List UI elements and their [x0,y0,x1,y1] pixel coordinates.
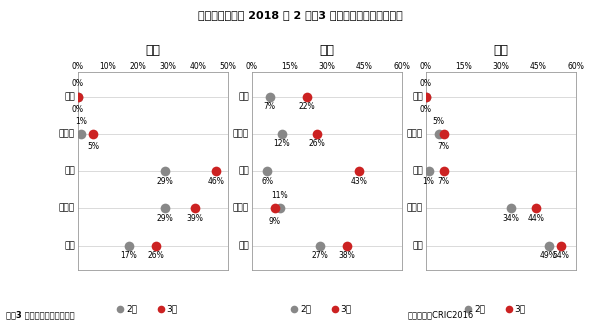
Text: 17%: 17% [121,251,137,260]
Text: 43%: 43% [351,177,368,186]
Text: 54%: 54% [553,251,569,260]
Text: 图：京、沪、深 2018 年 2 月、3 月商品住宅成交价格比重: 图：京、沪、深 2018 年 2 月、3 月商品住宅成交价格比重 [197,10,403,20]
Text: 注：3 月数据为初步统计数据: 注：3 月数据为初步统计数据 [6,310,74,319]
Text: 46%: 46% [208,177,224,186]
Title: 上海: 上海 [146,44,161,57]
Text: 中低档: 中低档 [233,129,249,138]
Text: 38%: 38% [338,251,355,260]
Text: 5%: 5% [87,142,99,151]
Text: 49%: 49% [540,251,557,260]
Text: 29%: 29% [157,214,173,223]
Text: 中低档: 中低档 [59,129,75,138]
Text: 高档: 高档 [64,241,75,250]
Text: 27%: 27% [311,251,328,260]
Text: 39%: 39% [187,214,203,223]
Text: 3月: 3月 [340,305,352,314]
Text: 中低档: 中低档 [407,129,423,138]
Text: 29%: 29% [157,177,173,186]
Text: 12%: 12% [274,139,290,148]
Text: 低档: 低档 [412,92,423,101]
Text: 中高档: 中高档 [233,204,249,213]
Text: 11%: 11% [271,191,288,200]
Text: 2月: 2月 [474,305,485,314]
Text: 22%: 22% [299,102,316,111]
Title: 北京: 北京 [320,44,335,57]
Text: 3月: 3月 [167,305,178,314]
Text: 5%: 5% [433,117,445,126]
Text: 7%: 7% [437,142,449,151]
Text: 34%: 34% [503,214,520,223]
Text: 0%: 0% [420,105,432,114]
Text: 高档: 高档 [238,241,249,250]
Text: 0%: 0% [72,79,84,89]
Text: 中档: 中档 [64,166,75,176]
Text: 7%: 7% [437,177,449,186]
Text: 6%: 6% [261,177,273,186]
Text: 44%: 44% [527,214,544,223]
Text: 9%: 9% [269,216,281,225]
Text: 低档: 低档 [238,92,249,101]
Text: 0%: 0% [72,105,84,114]
Text: 1%: 1% [75,117,87,126]
Text: 0%: 0% [420,79,432,89]
Text: 1%: 1% [422,177,434,186]
Title: 深圳: 深圳 [493,44,509,57]
Text: 2月: 2月 [126,305,137,314]
Text: 中档: 中档 [238,166,249,176]
Text: 2月: 2月 [300,305,311,314]
Text: 26%: 26% [308,139,325,148]
Text: 26%: 26% [148,251,164,260]
Text: 高档: 高档 [412,241,423,250]
Text: 中高档: 中高档 [59,204,75,213]
Text: 3月: 3月 [515,305,526,314]
Text: 数据来源：CRIC2016: 数据来源：CRIC2016 [408,310,474,319]
Text: 低档: 低档 [64,92,75,101]
Text: 中档: 中档 [412,166,423,176]
Text: 7%: 7% [263,102,275,111]
Text: 中高档: 中高档 [407,204,423,213]
